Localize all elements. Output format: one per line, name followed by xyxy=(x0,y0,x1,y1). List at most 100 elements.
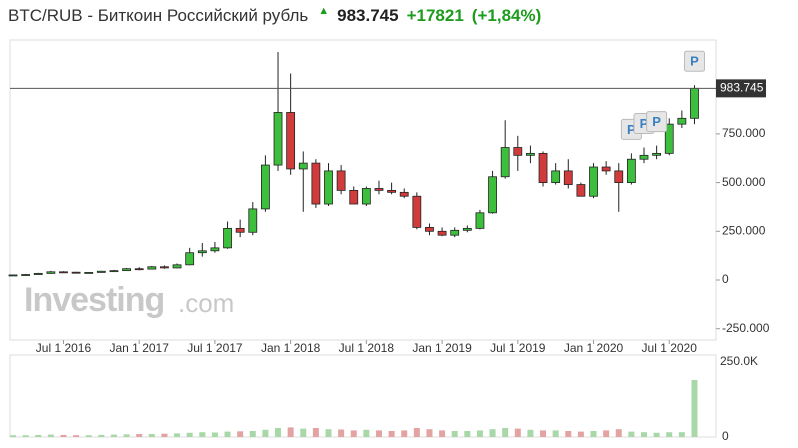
last-price-label: 983.745 xyxy=(720,81,764,95)
candle-body xyxy=(412,195,422,228)
volume-bar xyxy=(110,434,117,437)
candle-body xyxy=(538,152,548,183)
candle-body xyxy=(601,166,611,172)
volume-bar xyxy=(641,432,647,437)
volume-bar xyxy=(47,434,54,437)
volume-bar xyxy=(350,430,357,437)
x-tick-label: Jul 1 2016 xyxy=(36,341,92,355)
volume-bar xyxy=(275,428,282,437)
event-marker xyxy=(646,111,668,133)
candle-body xyxy=(235,227,245,233)
volume-bar xyxy=(603,430,610,437)
candle-body xyxy=(46,271,56,274)
volume-bar xyxy=(565,431,572,437)
volume-bar xyxy=(287,427,294,437)
candle-body xyxy=(33,272,43,275)
volume-bar xyxy=(98,434,105,437)
volume-bar xyxy=(666,432,673,437)
volume-bar xyxy=(413,428,420,437)
volume-bar xyxy=(489,429,496,437)
candle-body xyxy=(361,188,371,205)
volume-bar xyxy=(615,429,622,437)
volume-bar xyxy=(502,428,509,437)
y-tick-label: 500.000 xyxy=(722,175,766,189)
x-tick-label: Jul 1 2017 xyxy=(187,341,243,355)
event-marker-label: P xyxy=(640,116,649,131)
x-tick-label: Jul 1 2020 xyxy=(642,341,698,355)
volume-bar xyxy=(35,434,42,437)
candle-body xyxy=(286,112,296,170)
title: BTC/RUB - Биткоин Российский рубль xyxy=(8,6,309,25)
candle-body xyxy=(96,270,106,273)
candle-body xyxy=(387,189,397,193)
volume-bar xyxy=(363,429,370,437)
volume-bar xyxy=(653,432,660,437)
watermark: Investing xyxy=(24,281,164,319)
candle-body xyxy=(488,176,497,214)
candle-body xyxy=(21,274,31,276)
volume-bar xyxy=(73,435,80,437)
volume-bar xyxy=(691,380,698,437)
candle-body xyxy=(336,170,346,191)
volume-bar xyxy=(10,435,16,437)
volume-bar xyxy=(60,434,67,437)
candle-body xyxy=(84,272,94,274)
candle-body xyxy=(109,270,119,273)
candle-body xyxy=(526,152,535,156)
candle-body xyxy=(576,184,586,197)
candle-body xyxy=(589,166,598,197)
candle-body xyxy=(324,170,333,205)
candle-body xyxy=(614,170,624,183)
candle-body xyxy=(172,264,182,269)
candle-body xyxy=(437,230,447,236)
volume-bar xyxy=(388,431,395,437)
change-percent: (+1,84%) xyxy=(471,6,542,25)
candle-body xyxy=(71,271,81,274)
volume-bar xyxy=(22,435,29,437)
candle-body xyxy=(59,271,68,274)
y-tick-label: 0 xyxy=(722,272,729,286)
x-tick-label: Jan 1 2019 xyxy=(412,341,472,355)
up-arrow: ▲ xyxy=(318,5,330,17)
candle-body xyxy=(652,152,662,156)
volume-bar xyxy=(577,431,584,437)
volume-bar xyxy=(199,432,206,437)
candle-body xyxy=(563,170,573,185)
last-price-box xyxy=(716,79,766,98)
candle-body xyxy=(462,227,472,231)
y-tick-label: -250.000 xyxy=(722,321,770,335)
y-tick-label: 750.000 xyxy=(722,126,766,140)
candle-body xyxy=(475,212,485,229)
price: 983.745 xyxy=(337,6,399,25)
volume-bar xyxy=(249,431,256,437)
candle-body xyxy=(399,191,409,197)
volume-bar xyxy=(476,430,483,437)
volume-bar xyxy=(174,433,181,437)
event-marker-label: P xyxy=(690,54,699,69)
volume-bar xyxy=(401,430,408,437)
volume-bar xyxy=(85,435,92,437)
event-marker-label: P xyxy=(652,114,661,129)
candle-body xyxy=(122,268,131,272)
candle-body xyxy=(134,268,144,271)
candle-body xyxy=(160,266,169,269)
x-tick-label: Jul 1 2018 xyxy=(339,341,395,355)
volume-bar xyxy=(237,431,244,437)
x-tick-label: Jan 1 2018 xyxy=(261,341,321,355)
volume-bar xyxy=(678,432,685,437)
candle-body xyxy=(349,189,359,205)
event-marker-label: P xyxy=(627,122,636,137)
volume-bar xyxy=(262,429,269,437)
candle-body xyxy=(551,170,561,183)
candle-body xyxy=(185,252,195,266)
volume-bar xyxy=(514,428,521,437)
candle-body xyxy=(626,158,636,183)
volume-bar xyxy=(338,429,345,437)
volume-bar xyxy=(527,429,534,437)
volume-bar xyxy=(628,431,635,437)
candle-body xyxy=(500,147,510,178)
y-tick-label: 250.0K xyxy=(720,354,758,368)
volume-bar xyxy=(540,430,547,437)
candle-body xyxy=(639,154,649,160)
candle-body xyxy=(311,162,321,205)
